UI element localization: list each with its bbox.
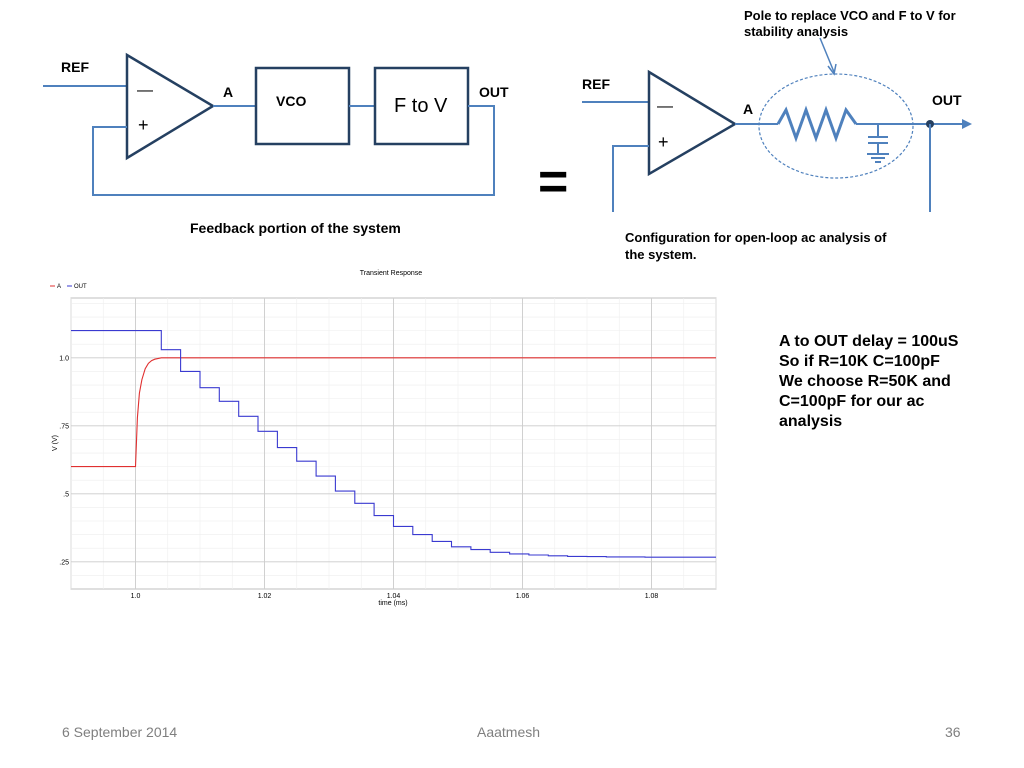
chart-title: Transient Response <box>360 270 422 277</box>
op-amp-triangle <box>125 52 216 161</box>
right-plus-label: + <box>658 132 669 152</box>
series-layer <box>71 330 716 558</box>
left-out-label: OUT <box>479 84 509 100</box>
footer-date: 6 September 2014 <box>62 724 178 740</box>
side-note: A to OUT delay = 100uS So if R=10K C=100… <box>779 332 958 432</box>
f-to-v-block <box>373 66 470 146</box>
right-diagram-caption: Configuration for open-loop ac analysis … <box>625 229 886 263</box>
annotation-arrow-line <box>819 37 835 73</box>
left-plus-label: + <box>138 115 149 135</box>
right-op-amp-triangle <box>647 69 738 177</box>
open-loop-diagram: REF — + A OUT <box>582 37 972 212</box>
y-tick-label: .75 <box>59 423 69 430</box>
left-node-a-label: A <box>223 84 233 100</box>
right-caption-line2: the system. <box>625 247 697 262</box>
y-tick-label: .25 <box>59 559 69 566</box>
right-minus-label: — <box>657 98 673 115</box>
left-diagram-caption: Feedback portion of the system <box>190 220 401 236</box>
right-ref-label: REF <box>582 76 610 92</box>
x-tick-label: 1.06 <box>516 593 530 600</box>
side-note-line1: A to OUT delay = 100uS <box>779 333 959 350</box>
y-tick-label: .5 <box>63 491 69 498</box>
footer-author: Aaatmesh <box>477 724 541 740</box>
f-to-v-label: F to V <box>394 95 448 117</box>
x-tick-label: 1.02 <box>258 593 272 600</box>
feedback-block-diagram: REF — + A VCO F to V OUT <box>43 52 509 196</box>
y-axis-label: V (V) <box>52 435 59 451</box>
tick-labels: 1.0 1.02 1.04 1.06 1.08 1.0 .75 .5 .25 <box>59 355 658 600</box>
side-note-line4: C=100pF for our ac <box>779 393 925 410</box>
vco-block <box>254 66 351 146</box>
y-tick-label: 1.0 <box>59 355 69 362</box>
x-tick-label: 1.0 <box>131 593 141 600</box>
transient-response-chart: Transient Response A OUT 1.0 1.02 1.04 1.06… <box>50 270 717 607</box>
x-tick-label: 1.04 <box>387 593 401 600</box>
vco-label: VCO <box>276 93 306 109</box>
left-ref-label: REF <box>61 59 89 75</box>
legend-label-a: A <box>57 284 61 290</box>
right-node-a-label: A <box>743 101 753 117</box>
x-axis-label: time (ms) <box>378 600 407 607</box>
side-note-line5: analysis <box>779 413 843 430</box>
legend-label-out: OUT <box>74 284 87 290</box>
left-minus-label: — <box>137 82 153 99</box>
resistor-symbol <box>776 105 858 143</box>
side-note-line3: We choose R=50K and <box>779 373 951 390</box>
right-plus-input-wire <box>612 145 649 212</box>
feedback-loop-wire <box>92 105 495 196</box>
pole-annotation: Pole to replace VCO and F to V for stabi… <box>744 8 956 40</box>
right-out-label: OUT <box>932 92 962 108</box>
pole-annotation-line1: Pole to replace VCO and F to V for <box>744 8 956 23</box>
series-a-line <box>71 357 716 468</box>
series-out-line <box>71 330 716 558</box>
pole-annotation-line2: stability analysis <box>744 24 849 39</box>
right-caption-line1: Configuration for open-loop ac analysis … <box>625 230 887 245</box>
slide-number: 36 <box>945 724 961 740</box>
annotation-arrow-head-icon <box>827 63 837 76</box>
equals-sign: = <box>538 153 569 211</box>
output-arrow-icon <box>962 119 972 129</box>
side-note-line2: So if R=10K C=100pF <box>779 353 940 370</box>
pole-highlight-ellipse <box>758 73 914 179</box>
x-tick-label: 1.08 <box>645 593 659 600</box>
